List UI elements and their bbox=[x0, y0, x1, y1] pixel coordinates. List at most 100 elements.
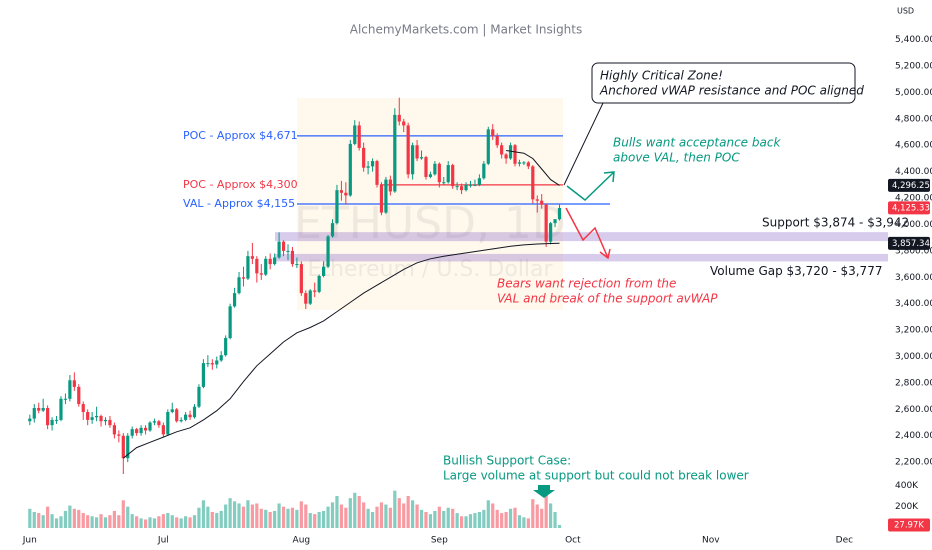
candle-body bbox=[348, 143, 352, 196]
y-tick-label: 4,600.00 bbox=[895, 141, 932, 151]
candle-body bbox=[228, 306, 232, 339]
volume-bar bbox=[393, 490, 397, 528]
candle-body bbox=[224, 338, 228, 356]
volume-bar bbox=[46, 506, 50, 528]
volume-bar bbox=[459, 516, 464, 528]
candle-body bbox=[41, 408, 45, 411]
candle-body bbox=[290, 250, 295, 265]
volume-bar bbox=[54, 518, 59, 528]
volume-bar bbox=[468, 514, 473, 528]
candle-body bbox=[557, 207, 562, 220]
vwap-line bbox=[506, 150, 560, 186]
volume-tick-label: 200K bbox=[895, 502, 919, 512]
candle-body bbox=[375, 161, 379, 185]
candle-body bbox=[459, 186, 464, 191]
volume-bar bbox=[344, 507, 348, 528]
volume-bar bbox=[103, 517, 108, 528]
candle-body bbox=[553, 219, 557, 224]
candle-body bbox=[393, 114, 397, 192]
candle-body bbox=[68, 380, 72, 399]
candle-body bbox=[468, 184, 473, 186]
candle-body bbox=[50, 419, 54, 426]
candle-body bbox=[130, 429, 134, 436]
x-tick-label: Dec bbox=[836, 536, 853, 546]
candle-body bbox=[330, 223, 335, 237]
volume-bar bbox=[277, 503, 281, 528]
volume-bar bbox=[339, 504, 344, 528]
annotation: Bulls want acceptance back bbox=[613, 136, 781, 150]
candle-body bbox=[344, 192, 348, 196]
volume-bar bbox=[126, 506, 130, 528]
x-tick-label: Aug bbox=[293, 536, 311, 546]
candle-body bbox=[535, 199, 539, 201]
candle-body bbox=[99, 415, 103, 422]
candle-body bbox=[544, 204, 548, 242]
candle-body bbox=[526, 162, 530, 167]
volume-tag bbox=[888, 518, 930, 532]
volume-bar bbox=[557, 525, 562, 528]
candle-body bbox=[428, 174, 433, 177]
candle-body bbox=[166, 411, 170, 435]
volume-bar bbox=[117, 515, 121, 528]
plot: Support $3,874 - $3,942 Volume Gap $3,720… bbox=[28, 97, 909, 528]
x-tick-label: Oct bbox=[565, 536, 581, 546]
volume-bar bbox=[531, 499, 535, 528]
price-tag-label: 3,857.34 bbox=[892, 239, 930, 249]
candle-body bbox=[184, 414, 188, 420]
candle-body bbox=[157, 421, 161, 426]
zone-label: Support $3,874 - $3,942 bbox=[762, 216, 909, 230]
volume-bar bbox=[152, 518, 157, 528]
price-tag-label: 4,125.33 bbox=[892, 203, 930, 213]
candle-body bbox=[513, 145, 517, 164]
candle-body bbox=[388, 179, 392, 192]
volume-bar bbox=[143, 519, 148, 528]
chart-title: AlchemyMarkets.com | Market Insights bbox=[350, 23, 583, 37]
candle-body bbox=[384, 179, 388, 213]
bull-arrow bbox=[566, 171, 615, 201]
volume-bar bbox=[411, 500, 415, 528]
volume-bar bbox=[94, 517, 99, 528]
candle-body bbox=[117, 434, 121, 436]
candle-body bbox=[321, 266, 326, 276]
volume-bar bbox=[535, 504, 539, 528]
candle-body bbox=[313, 290, 317, 292]
price-tag bbox=[888, 236, 930, 250]
volume-tick-label: 400K bbox=[895, 481, 919, 491]
candle-body bbox=[264, 258, 268, 275]
volume-bar bbox=[250, 504, 254, 528]
volume-bar bbox=[232, 501, 237, 528]
volume-bar bbox=[491, 503, 495, 528]
volume-bar bbox=[68, 505, 72, 528]
volume-bar bbox=[32, 512, 36, 528]
volume-bar bbox=[86, 515, 90, 528]
y-tick-label: 2,800.00 bbox=[895, 378, 932, 388]
price-tag bbox=[888, 201, 930, 215]
volume-bar bbox=[477, 512, 481, 528]
x-tick-label: Jul bbox=[157, 536, 169, 546]
candle-body bbox=[103, 419, 108, 422]
candle-body bbox=[246, 256, 250, 279]
volume-bar bbox=[72, 508, 76, 528]
candle-body bbox=[326, 236, 330, 267]
candle-body bbox=[446, 165, 450, 183]
volume-bar bbox=[148, 517, 152, 528]
volume-bar bbox=[41, 515, 45, 528]
annotation: Bears want rejection from the bbox=[497, 277, 676, 291]
candle-body bbox=[72, 380, 76, 387]
candle-body bbox=[94, 415, 99, 418]
volume-bar bbox=[317, 512, 321, 528]
level-label: POC - Approx $4,671 bbox=[183, 129, 298, 142]
candle-body bbox=[37, 408, 41, 411]
vwap-line bbox=[122, 242, 560, 459]
volume-bar bbox=[228, 498, 232, 528]
volume-bar bbox=[313, 514, 317, 528]
volume-bar bbox=[522, 517, 526, 528]
volume-bar bbox=[451, 508, 455, 528]
candle-body bbox=[28, 418, 32, 422]
candle-body bbox=[419, 157, 424, 159]
volume-bar bbox=[192, 515, 197, 528]
volume-bar bbox=[428, 514, 433, 528]
candle-body bbox=[121, 435, 125, 459]
volume-bar bbox=[139, 518, 143, 528]
candle-body bbox=[486, 129, 490, 164]
